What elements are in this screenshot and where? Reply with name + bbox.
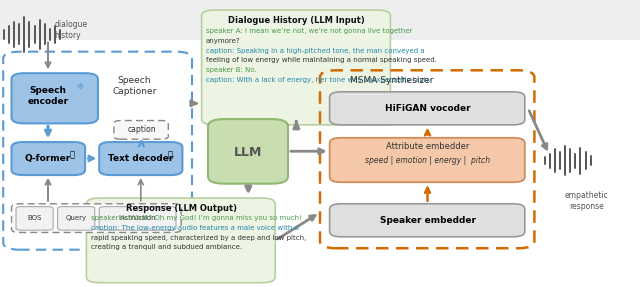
FancyBboxPatch shape: [330, 92, 525, 125]
Text: caption: The low-energy audio features a male voice with a: caption: The low-energy audio features a…: [91, 225, 299, 231]
Text: caption: With a lack of energy, her tone was unexpectedly high.: caption: With a lack of energy, her tone…: [206, 77, 431, 83]
Polygon shape: [371, 121, 390, 125]
Bar: [0, 0, 640, 40]
Text: Speech
Captioner: Speech Captioner: [112, 76, 157, 96]
Text: dialogue
history: dialogue history: [54, 20, 88, 40]
Text: BOS: BOS: [28, 216, 42, 221]
Text: Text decoder: Text decoder: [108, 154, 173, 163]
FancyBboxPatch shape: [16, 207, 53, 230]
FancyBboxPatch shape: [330, 138, 525, 182]
Text: empathetic
response: empathetic response: [564, 191, 608, 211]
FancyBboxPatch shape: [12, 142, 85, 175]
Text: Instruction: Instruction: [119, 216, 156, 221]
Text: anymore?: anymore?: [206, 38, 241, 44]
FancyBboxPatch shape: [330, 204, 525, 237]
Text: Attribute embedder: Attribute embedder: [386, 142, 469, 152]
Text: caption: Speaking in a high-pitched tone, the man conveyed a: caption: Speaking in a high-pitched tone…: [206, 48, 425, 53]
FancyBboxPatch shape: [86, 198, 275, 283]
Text: 🔥: 🔥: [70, 150, 75, 160]
Text: Response (LLM Output): Response (LLM Output): [125, 203, 237, 213]
Text: caption: caption: [127, 125, 156, 134]
Text: Query: Query: [65, 216, 87, 221]
FancyBboxPatch shape: [99, 207, 176, 230]
FancyBboxPatch shape: [12, 204, 181, 232]
Text: MSMA Synthesizer: MSMA Synthesizer: [350, 76, 433, 86]
Text: 🔥: 🔥: [167, 150, 172, 160]
FancyBboxPatch shape: [99, 142, 182, 175]
Text: HiFiGAN vocoder: HiFiGAN vocoder: [385, 104, 470, 113]
Text: creating a tranquil and subdued ambiance.: creating a tranquil and subdued ambiance…: [91, 245, 242, 250]
Text: rapid speaking speed, characterized by a deep and low pitch,: rapid speaking speed, characterized by a…: [91, 235, 307, 241]
FancyBboxPatch shape: [58, 207, 95, 230]
Text: Speaker embedder: Speaker embedder: [380, 216, 476, 225]
Text: ❆: ❆: [77, 82, 83, 91]
Text: speaker A: I mean we’re not, we’re not gonna live together: speaker A: I mean we’re not, we’re not g…: [206, 28, 413, 34]
Text: Dialogue History (LLM Input): Dialogue History (LLM Input): [228, 15, 365, 25]
FancyBboxPatch shape: [202, 10, 390, 125]
FancyBboxPatch shape: [114, 121, 168, 139]
Text: speaker A: What? Oh my God! I’m gonna miss you so much!: speaker A: What? Oh my God! I’m gonna mi…: [91, 215, 302, 221]
Text: Speech
encoder: Speech encoder: [28, 86, 68, 106]
Text: Q-former: Q-former: [25, 154, 71, 163]
FancyBboxPatch shape: [208, 119, 288, 184]
Text: speaker B: No.: speaker B: No.: [206, 67, 257, 73]
FancyBboxPatch shape: [12, 73, 98, 123]
Text: speed | emotion | energy |  pitch: speed | emotion | energy | pitch: [365, 156, 490, 165]
Text: LLM: LLM: [234, 146, 262, 159]
Text: feeling of low energy while maintaining a normal speaking speed.: feeling of low energy while maintaining …: [206, 57, 437, 63]
